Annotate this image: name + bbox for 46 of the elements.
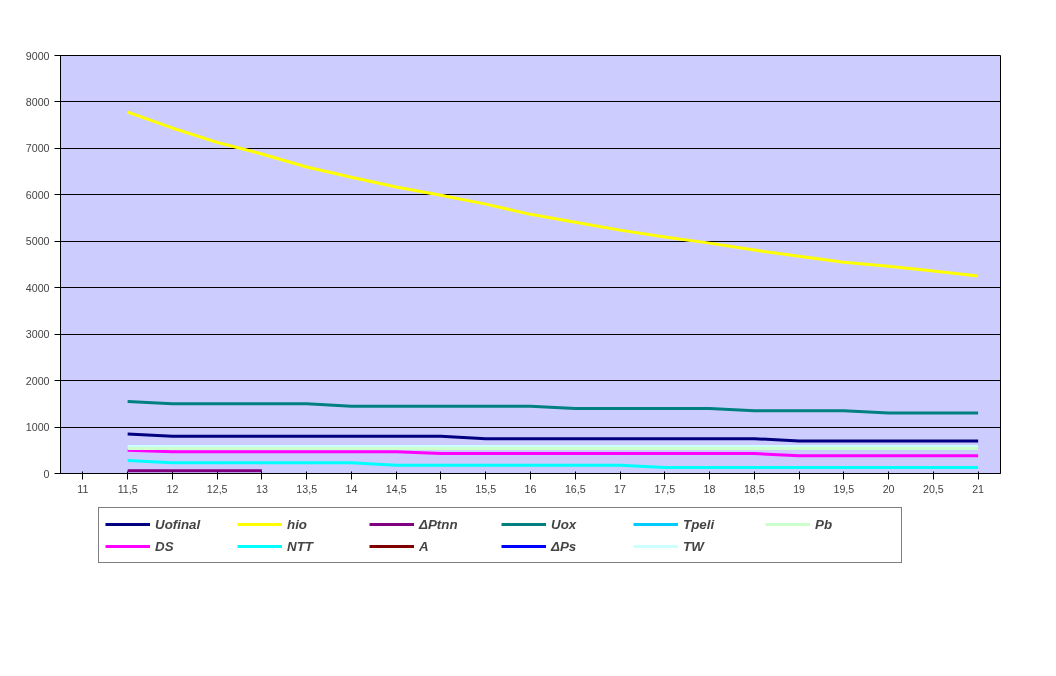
legend-label: DS (155, 538, 175, 554)
legend-label: hio (287, 516, 308, 532)
legend-label: Uofinal (155, 516, 202, 532)
legend-label: TW (683, 538, 706, 554)
x-tick-label: 12 (166, 482, 179, 495)
line-series (126, 400, 980, 415)
legend-label: ΔPs (551, 538, 578, 554)
legend-label: NTT (287, 538, 315, 554)
legend-label: Uox (551, 516, 578, 532)
x-tick-label: 17 (614, 482, 627, 495)
x-tick-label: 14,5 (385, 482, 407, 495)
x-tick-label: 15 (435, 482, 447, 495)
x-tick-label: 21 (972, 482, 985, 495)
x-tick-label: 15,5 (475, 482, 497, 495)
x-tick-label: 14 (345, 482, 358, 495)
y-tick-label: 5000 (25, 235, 50, 248)
legend-label: ΔPtnn (419, 516, 459, 532)
x-tick-label: 17,5 (654, 482, 676, 495)
y-tick-label: 6000 (25, 188, 50, 201)
x-tick-label: 20 (882, 482, 895, 495)
x-tick-label: 13,5 (296, 482, 318, 495)
legend-label: Pb (815, 516, 834, 532)
line-series (126, 432, 980, 443)
x-tick-label: 19,5 (833, 482, 855, 495)
x-tick-label: 19 (793, 482, 806, 495)
line-series (126, 459, 980, 469)
x-tick-label: 13 (256, 482, 268, 495)
x-tick-label: 16,5 (564, 482, 586, 495)
legend-label: Tpeli (683, 516, 716, 532)
line-series (126, 110, 980, 278)
y-tick-label: 8000 (25, 95, 50, 108)
x-tick-label: 11,5 (117, 482, 138, 495)
x-tick-label: 11 (77, 482, 89, 495)
x-tick-label: 18 (703, 482, 716, 495)
x-tick-label: 16 (524, 482, 537, 495)
y-tick-label: 1000 (25, 421, 50, 434)
x-tick-label: 12,5 (206, 482, 228, 495)
y-tick-label: 9000 (25, 49, 50, 62)
y-tick-label: 3000 (25, 328, 50, 341)
legend-label: A (419, 538, 430, 554)
y-tick-label: 2000 (25, 374, 50, 387)
x-tick-label: 20,5 (922, 482, 944, 495)
y-tick-label: 0 (43, 467, 50, 480)
y-tick-label: 7000 (25, 142, 50, 155)
x-tick-label: 18,5 (743, 482, 765, 495)
y-tick-label: 4000 (25, 281, 50, 294)
